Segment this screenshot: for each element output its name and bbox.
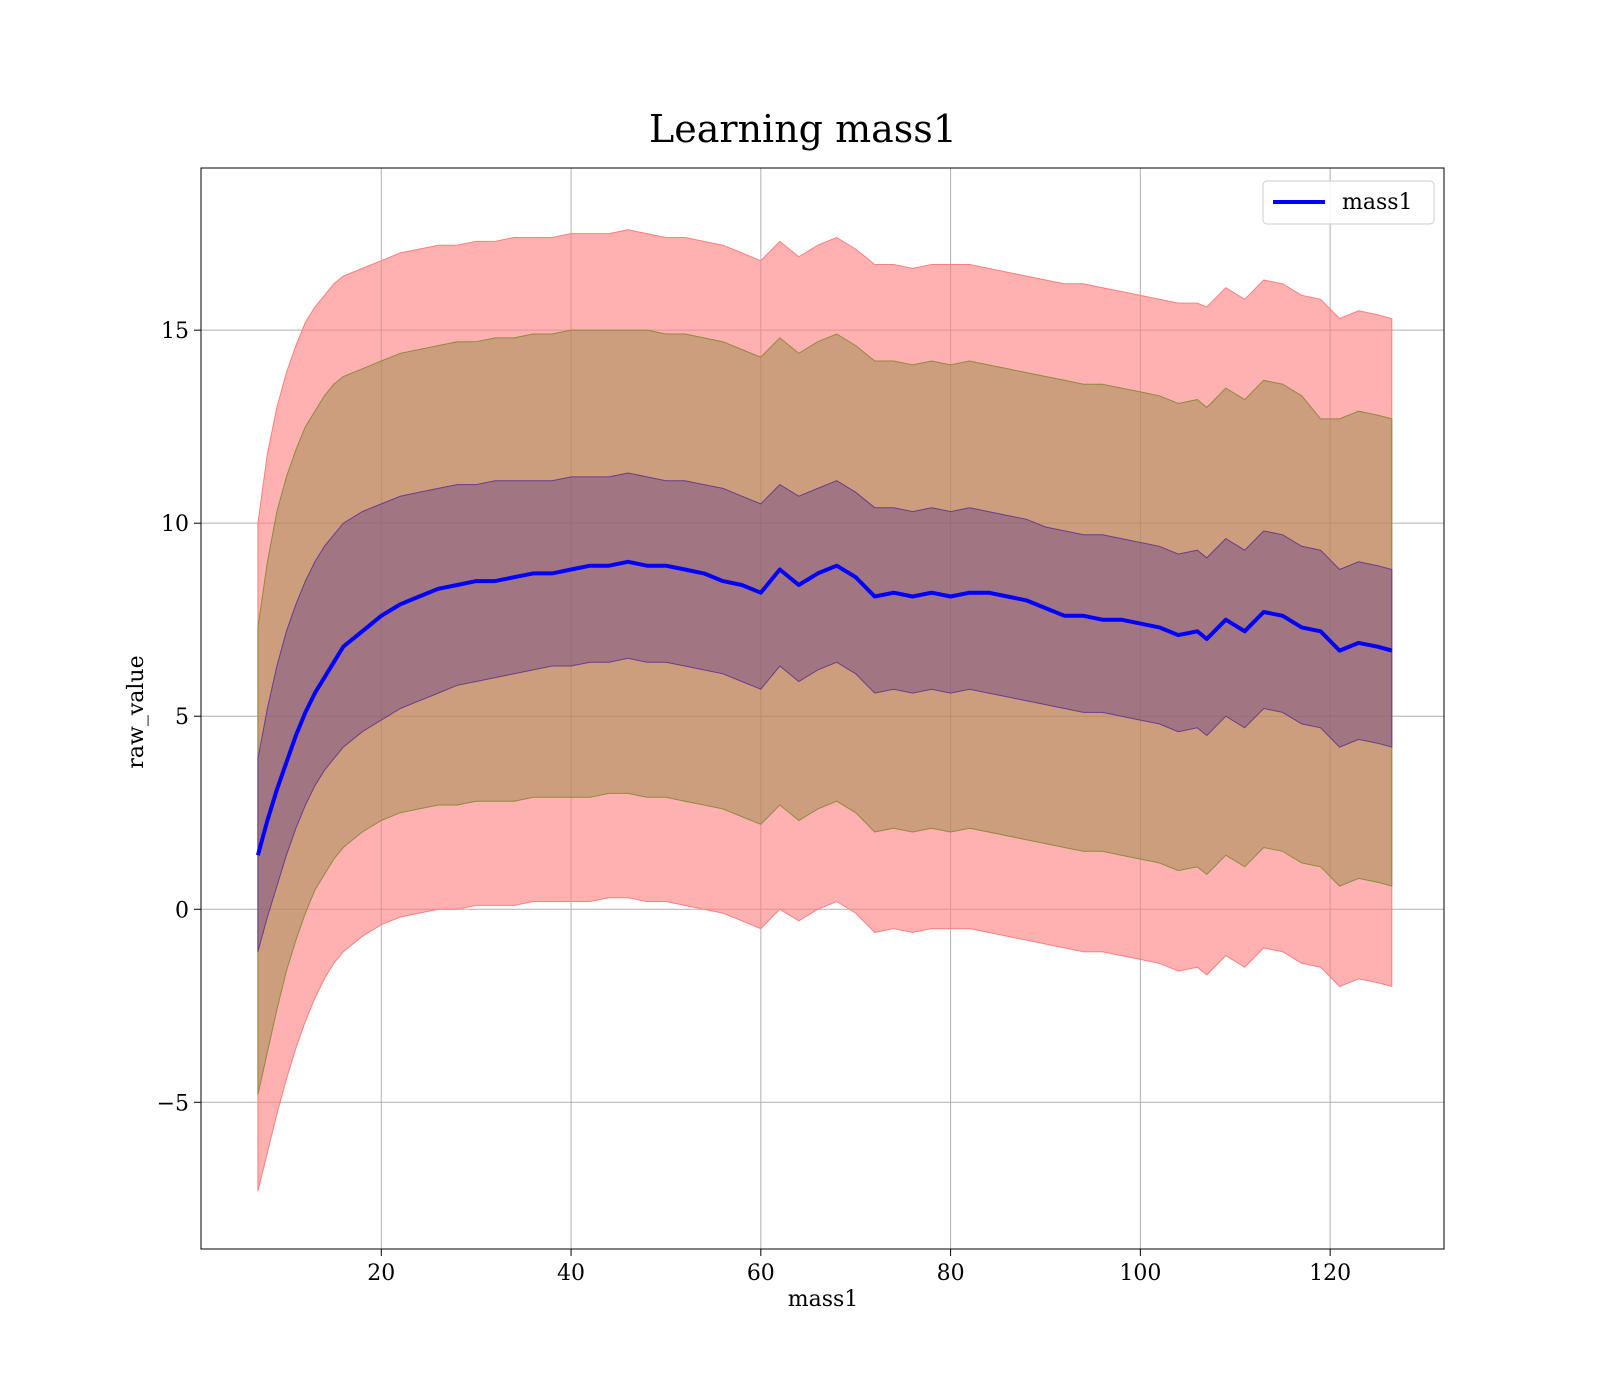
band-inner (257, 472, 1393, 952)
x-tick-label: 20 (367, 1261, 395, 1286)
series-line-mass1 (255, 559, 1393, 856)
legend-label: mass1 (1342, 190, 1413, 215)
y-tick-label: −5 (157, 1091, 189, 1116)
y-axis-label: raw_value (124, 655, 149, 768)
x-axis-ticks: 20 40 60 80 100 120 (367, 1249, 1351, 1286)
band-middle (257, 329, 1393, 1095)
confidence-bands (257, 229, 1393, 1192)
series-lines (255, 559, 1393, 856)
x-tick-label: 80 (937, 1261, 965, 1286)
y-tick-label: 5 (175, 705, 189, 730)
chart-title: Learning mass1 (649, 107, 957, 151)
x-tick-label: 60 (747, 1261, 775, 1286)
y-tick-label: 10 (161, 512, 189, 537)
axes-frame (200, 167, 1445, 1250)
x-axis-label: mass1 (788, 1287, 859, 1312)
y-tick-label: 0 (175, 898, 189, 923)
legend-box (1262, 180, 1435, 225)
y-axis-ticks: −5 0 5 10 15 (157, 319, 201, 1116)
x-tick-label: 40 (557, 1261, 585, 1286)
plot-area: 20 40 60 80 100 120 −5 0 5 10 15 (157, 167, 1445, 1286)
legend[interactable]: mass1 (1262, 180, 1435, 225)
band-outer (257, 229, 1393, 1192)
x-tick-label: 120 (1309, 1261, 1351, 1286)
x-tick-label: 100 (1119, 1261, 1161, 1286)
y-tick-label: 15 (161, 319, 189, 344)
